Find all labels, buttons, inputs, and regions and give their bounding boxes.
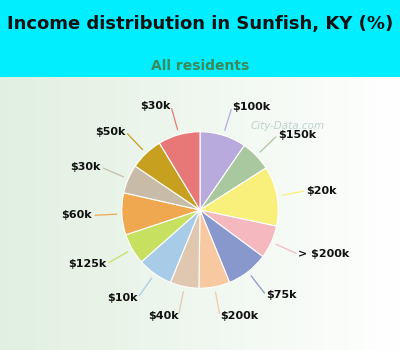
Text: City-Data.com: City-Data.com xyxy=(251,121,325,131)
Text: $30k: $30k xyxy=(70,162,101,172)
Text: $125k: $125k xyxy=(68,259,106,269)
Wedge shape xyxy=(124,166,200,210)
Text: $50k: $50k xyxy=(95,127,126,137)
Text: $200k: $200k xyxy=(220,311,258,321)
Wedge shape xyxy=(200,210,276,257)
Wedge shape xyxy=(126,210,200,262)
Wedge shape xyxy=(200,146,266,210)
Wedge shape xyxy=(142,210,200,282)
Text: $20k: $20k xyxy=(306,186,337,196)
Text: $10k: $10k xyxy=(107,293,138,303)
Wedge shape xyxy=(122,193,200,235)
Wedge shape xyxy=(200,168,278,226)
Text: All residents: All residents xyxy=(151,59,249,73)
Wedge shape xyxy=(199,210,230,288)
Wedge shape xyxy=(200,210,263,282)
Text: $40k: $40k xyxy=(148,311,178,321)
Text: $150k: $150k xyxy=(278,130,316,140)
Wedge shape xyxy=(200,132,244,210)
Wedge shape xyxy=(170,210,200,288)
Text: $100k: $100k xyxy=(232,102,270,112)
Text: $30k: $30k xyxy=(140,101,171,111)
Text: Income distribution in Sunfish, KY (%): Income distribution in Sunfish, KY (%) xyxy=(7,15,393,33)
Text: $75k: $75k xyxy=(266,290,297,300)
Text: > $200k: > $200k xyxy=(298,249,350,259)
Text: $60k: $60k xyxy=(62,210,92,220)
Wedge shape xyxy=(160,132,200,210)
Wedge shape xyxy=(135,143,200,210)
